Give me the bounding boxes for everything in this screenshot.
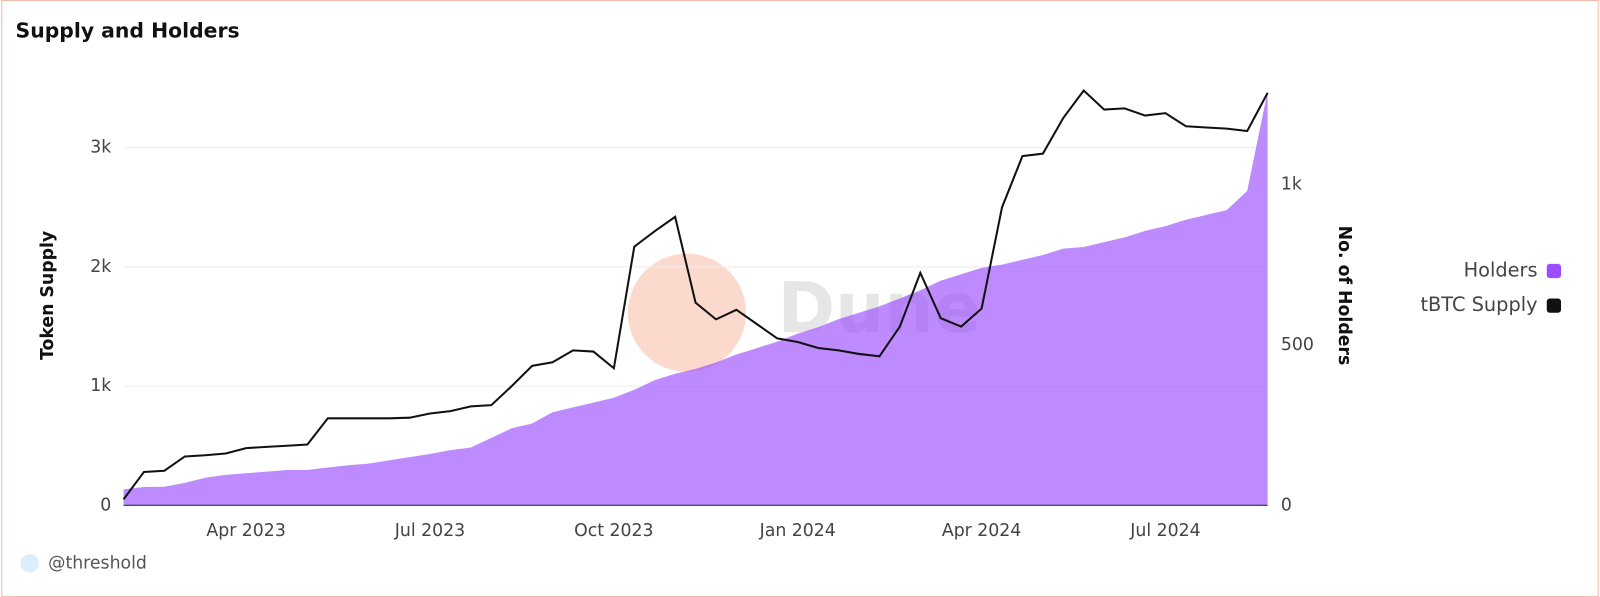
x-tick-label: Oct 2023 xyxy=(574,521,653,541)
x-tick-label: Jul 2023 xyxy=(394,521,465,541)
x-tick-label: Apr 2024 xyxy=(942,521,1021,541)
y2-tick-label: 1k xyxy=(1281,174,1302,194)
y-tick-label: 1k xyxy=(90,376,111,396)
x-tick-label: Apr 2023 xyxy=(206,521,285,541)
footer[interactable]: @threshold xyxy=(48,553,147,573)
y-axis-title: Token Supply xyxy=(38,231,58,360)
legend-label: tBTC Supply xyxy=(1420,293,1537,316)
y2-tick-label: 500 xyxy=(1281,335,1314,355)
y-tick-label: 2k xyxy=(90,257,111,277)
watermark-logo xyxy=(627,253,747,372)
x-tick-label: Jul 2024 xyxy=(1129,521,1200,541)
avatar xyxy=(20,554,39,573)
area xyxy=(123,91,1268,506)
line xyxy=(122,88,1269,500)
y2-axis-title: No. of Holders xyxy=(1334,226,1354,366)
y2-tick-label: 0 xyxy=(1281,495,1292,515)
x-tick-label: Jan 2024 xyxy=(759,521,836,541)
y-tick-label: 0 xyxy=(100,495,111,515)
legend-label: Holders xyxy=(1464,258,1538,281)
y-tick-label: 3k xyxy=(90,138,111,158)
chart-title: Supply and Holders xyxy=(16,19,240,43)
legend-swatch xyxy=(1546,298,1562,313)
legend-swatch xyxy=(1546,263,1562,279)
